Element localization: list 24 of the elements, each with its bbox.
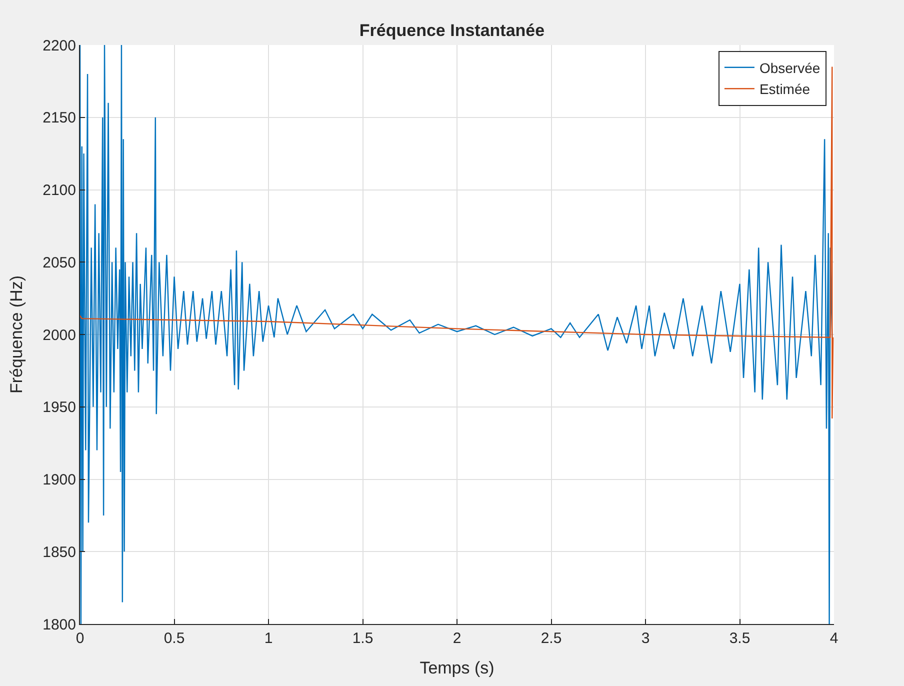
y-tick-label: 2200 — [42, 37, 76, 54]
legend-label: Observée — [759, 60, 820, 76]
x-tick-label: 2.5 — [540, 630, 562, 647]
x-tick-label: 3.5 — [729, 630, 750, 647]
y-tick-label: 1900 — [42, 472, 76, 488]
y-axis-title: Fréquence (Hz) — [7, 275, 26, 394]
y-tick-label: 1950 — [42, 399, 76, 416]
x-tick-label: 1 — [264, 630, 273, 647]
x-tick-label: 0.5 — [164, 630, 185, 647]
y-tick-label: 2100 — [42, 182, 76, 199]
chart-title: Fréquence Instantanée — [359, 20, 545, 40]
y-tick-label: 1800 — [42, 616, 76, 634]
line-series — [80, 45, 833, 624]
x-tick-label: 3 — [641, 630, 650, 647]
x-tick-label: 2 — [452, 630, 462, 647]
y-tick-label: 2000 — [42, 326, 76, 344]
x-tick-label: 0 — [76, 630, 84, 647]
x-axis-title: Temps (s) — [420, 658, 494, 678]
legend-label: Estimée — [759, 81, 810, 98]
y-tick-label: 2150 — [42, 110, 76, 127]
y-tick-label: 2050 — [42, 254, 76, 272]
y-tick-label: 1850 — [42, 544, 76, 561]
x-tick-label: 4 — [830, 630, 838, 647]
x-tick-label: 1.5 — [352, 630, 374, 647]
